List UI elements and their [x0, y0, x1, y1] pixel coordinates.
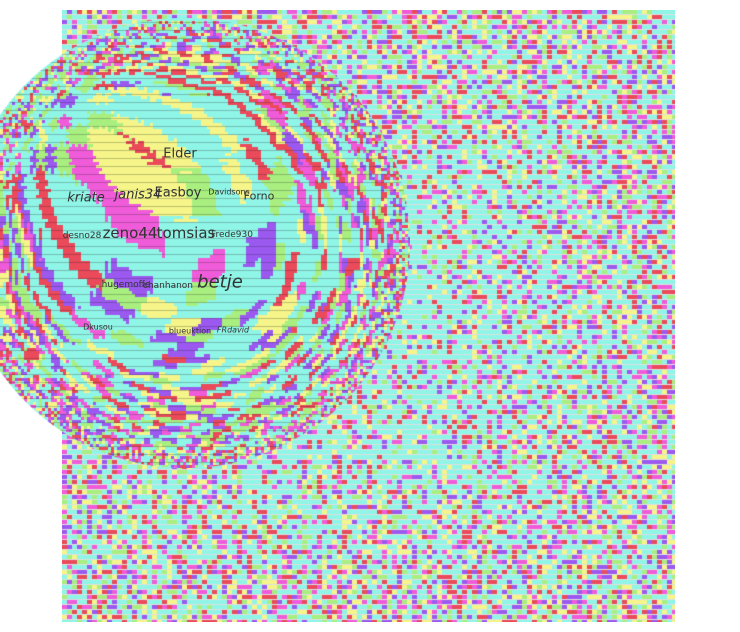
- username: blueuktion: [168, 326, 212, 336]
- username: FRdavid: [216, 325, 250, 335]
- username: hugemoffe: [101, 280, 151, 290]
- username: Elder: [163, 146, 197, 162]
- username: Frede930: [211, 230, 253, 240]
- username: Dkusou: [83, 322, 113, 332]
- username-sphere: Elder kriate janis34 Easboy Davidsons Fo…: [0, 18, 410, 468]
- username: Easboy: [154, 185, 202, 201]
- username: tomsias: [156, 224, 216, 242]
- username: kriate: [67, 190, 105, 206]
- username: betje: [197, 271, 243, 293]
- username: Davidsons: [208, 187, 250, 197]
- username: chanhanon: [142, 281, 194, 291]
- username: desno28: [62, 231, 102, 241]
- username: janis34: [114, 187, 162, 203]
- username: Forno: [243, 189, 275, 203]
- sphere-tiles: [0, 18, 410, 468]
- username: zeno44: [102, 224, 158, 242]
